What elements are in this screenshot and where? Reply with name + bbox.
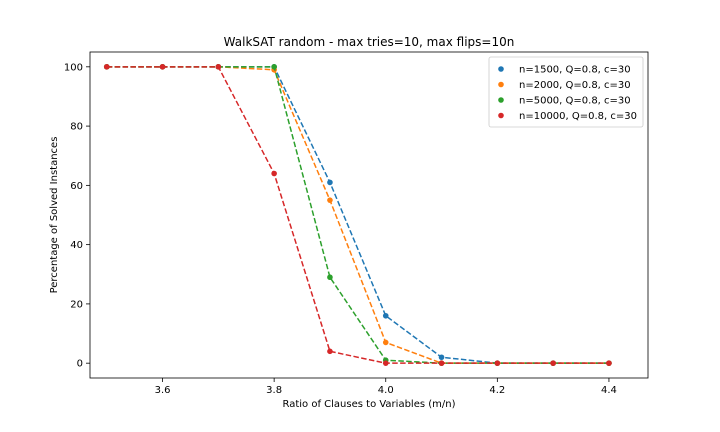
legend-marker [498, 66, 504, 72]
x-axis: 3.6 3.8 4.0 4.2 4.4 [155, 378, 617, 396]
data-point-series-1 [327, 179, 333, 186]
x-tick-label: 4.0 [378, 385, 394, 396]
plot-frame [89, 51, 649, 379]
data-point-series-4 [271, 170, 277, 177]
x-axis-label: Ratio of Clauses to Variables (m/n) [283, 399, 456, 410]
legend-marker [498, 97, 504, 103]
series-line-4 [106, 66, 609, 364]
y-tick-label: 60 [70, 181, 83, 192]
data-point-series-4 [494, 360, 501, 366]
data-point-series-4 [382, 360, 389, 366]
chart-title: WalkSAT random - max tries=10, max flips… [224, 35, 515, 49]
x-tick-label: 4.2 [489, 385, 505, 396]
series-layer [103, 64, 612, 366]
data-point-series-1 [438, 354, 445, 361]
data-point-series-4 [438, 360, 445, 366]
y-axis-label: Percentage of Solved Instances [49, 137, 60, 294]
legend-entry: n=5000, Q=0.8, c=30 [519, 96, 631, 107]
y-tick-label: 80 [70, 122, 83, 133]
y-tick-label: 20 [70, 299, 83, 310]
legend-marker [498, 81, 504, 88]
data-point-series-2 [327, 197, 333, 203]
x-tick-label: 3.6 [155, 385, 171, 396]
y-tick-label: 0 [77, 359, 83, 370]
data-point-series-4 [215, 64, 222, 70]
data-point-series-4 [606, 360, 612, 366]
x-tick-label: 3.8 [266, 385, 282, 396]
y-tick-label: 40 [70, 240, 83, 251]
legend-entry: n=1500, Q=0.8, c=30 [519, 65, 631, 76]
legend-marker [498, 112, 504, 119]
data-point-series-4 [327, 348, 333, 355]
y-axis: 0 20 40 60 80 100 [64, 62, 90, 370]
data-point-series-4 [103, 64, 110, 70]
data-point-series-3 [271, 64, 277, 70]
legend: n=1500, Q=0.8, c=30 n=2000, Q=0.8, c=30 n=… [488, 56, 644, 128]
legend-entry: n=2000, Q=0.8, c=30 [519, 80, 631, 91]
legend-box [488, 56, 644, 128]
data-point-series-4 [159, 64, 166, 70]
data-point-series-3 [327, 274, 333, 281]
y-tick-label: 100 [64, 62, 83, 73]
data-point-series-1 [382, 312, 389, 319]
data-point-series-2 [382, 339, 389, 346]
legend-entry: n=10000, Q=0.8, c=30 [519, 111, 637, 122]
x-tick-label: 4.4 [601, 385, 617, 396]
data-point-series-4 [550, 360, 556, 366]
